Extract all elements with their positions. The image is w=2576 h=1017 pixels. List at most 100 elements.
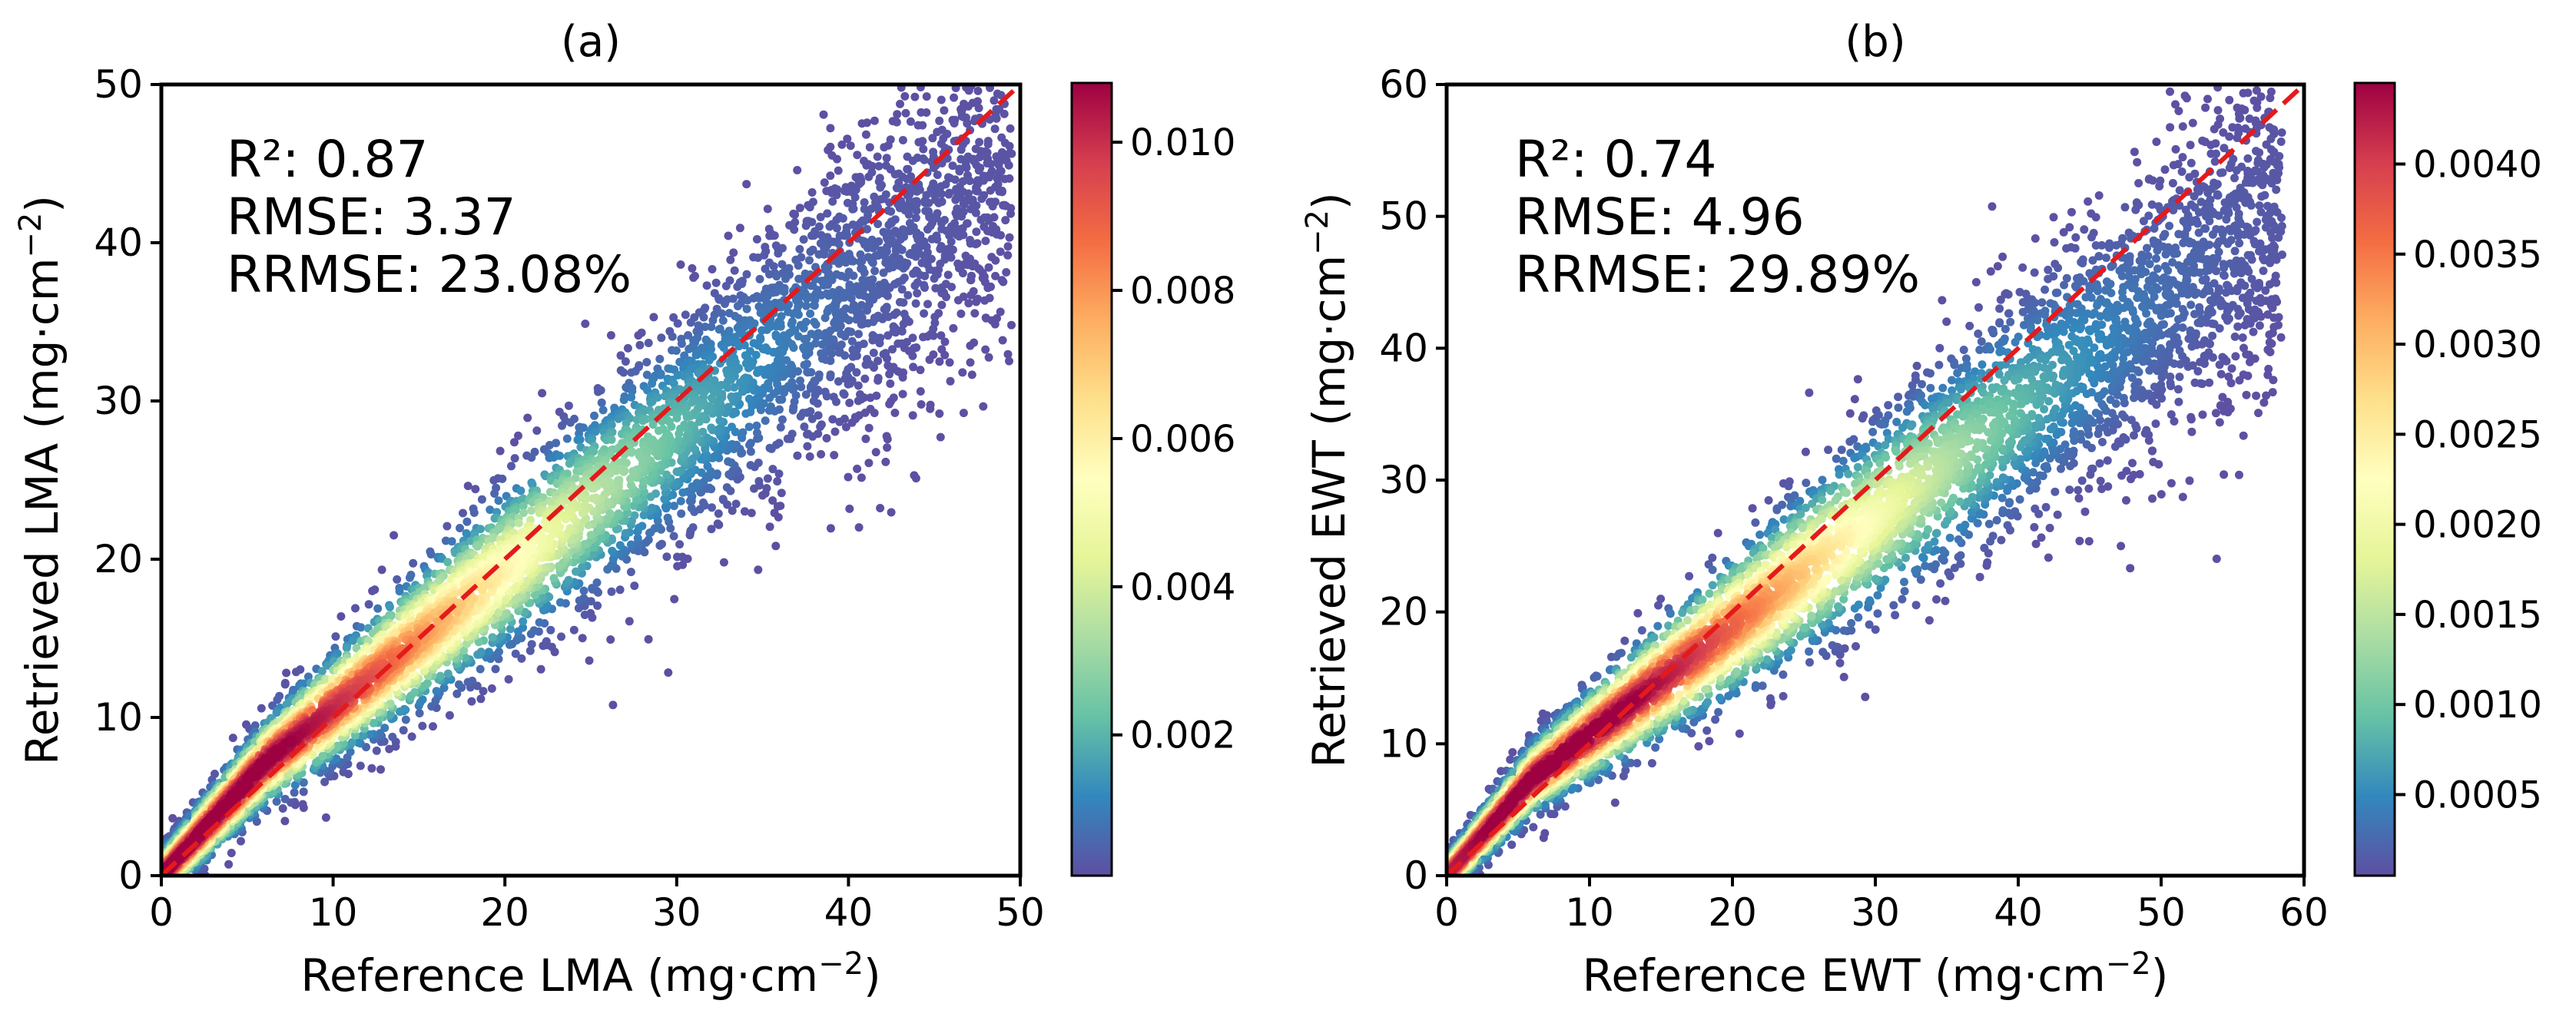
data-point — [436, 671, 445, 681]
data-point — [447, 537, 456, 546]
data-point — [817, 349, 826, 358]
data-point — [919, 144, 928, 154]
data-point — [790, 397, 799, 406]
data-point — [762, 484, 771, 493]
data-point — [678, 488, 688, 497]
data-point — [356, 761, 365, 770]
data-point — [418, 721, 427, 730]
data-point — [943, 270, 953, 280]
data-point — [911, 214, 920, 223]
data-point — [940, 106, 949, 115]
data-point — [829, 393, 838, 402]
data-point — [722, 483, 731, 492]
data-point — [882, 154, 891, 163]
data-point — [822, 434, 831, 442]
data-point — [472, 542, 482, 551]
data-point — [342, 644, 351, 652]
data-point — [673, 562, 682, 571]
data-point — [758, 326, 767, 335]
data-point — [849, 204, 858, 214]
data-point — [980, 222, 989, 231]
data-point — [826, 124, 835, 133]
data-point — [930, 313, 940, 322]
data-point — [746, 461, 755, 470]
data-point — [833, 154, 841, 164]
data-point — [852, 315, 861, 324]
data-point — [491, 664, 500, 674]
data-point — [511, 649, 520, 658]
data-point — [765, 443, 774, 452]
data-point — [884, 141, 893, 150]
data-point — [579, 586, 588, 595]
data-point — [854, 396, 863, 406]
data-point — [456, 524, 464, 532]
data-point — [826, 370, 835, 379]
data-point — [913, 187, 921, 196]
data-point — [807, 414, 817, 423]
data-point — [883, 443, 892, 452]
data-point — [405, 573, 414, 582]
data-point — [884, 235, 892, 244]
data-point — [675, 429, 684, 439]
data-point — [257, 704, 266, 713]
data-point — [546, 625, 555, 634]
data-point — [996, 307, 1005, 316]
data-point — [574, 604, 583, 613]
data-point — [655, 541, 665, 550]
data-point — [886, 379, 895, 388]
data-point — [798, 409, 807, 418]
data-point — [644, 634, 653, 644]
data-point — [724, 457, 733, 466]
data-point — [728, 506, 737, 515]
data-point — [950, 119, 959, 128]
data-point — [1003, 250, 1013, 260]
data-point — [905, 227, 914, 236]
data-point — [777, 303, 786, 312]
data-point — [791, 217, 800, 227]
data-point — [876, 183, 885, 192]
data-point — [689, 273, 698, 282]
data-point — [895, 297, 904, 306]
data-point — [800, 422, 809, 431]
data-point — [852, 368, 861, 377]
data-point — [913, 289, 922, 298]
data-point — [676, 496, 685, 505]
data-point — [320, 777, 330, 787]
data-point — [999, 200, 1008, 210]
data-point — [718, 309, 727, 318]
data-point — [864, 172, 874, 181]
data-point — [348, 636, 357, 645]
data-point — [643, 386, 651, 395]
data-point — [635, 340, 645, 349]
data-point — [549, 574, 559, 583]
data-point — [983, 140, 993, 149]
data-point — [774, 249, 783, 258]
data-point — [867, 161, 877, 171]
data-point — [909, 269, 918, 278]
data-point — [826, 524, 835, 533]
data-point — [626, 475, 635, 483]
data-point — [948, 161, 957, 171]
data-point — [920, 280, 929, 290]
data-point — [536, 664, 545, 674]
data-point — [467, 697, 476, 706]
data-point — [834, 259, 844, 268]
data-point — [844, 472, 853, 482]
data-point — [779, 331, 788, 340]
data-point — [590, 411, 598, 420]
data-point — [672, 413, 681, 422]
data-point — [707, 323, 716, 331]
data-point — [730, 266, 739, 275]
data-point — [805, 256, 814, 265]
data-point — [1005, 233, 1014, 242]
data-point — [806, 247, 815, 257]
data-point — [638, 416, 648, 426]
data-point — [760, 250, 769, 260]
data-point — [353, 738, 363, 747]
data-point — [538, 389, 547, 398]
data-point — [724, 470, 734, 479]
data-point — [672, 467, 681, 476]
data-point — [462, 517, 472, 526]
data-point — [752, 235, 761, 243]
data-point — [821, 387, 830, 396]
